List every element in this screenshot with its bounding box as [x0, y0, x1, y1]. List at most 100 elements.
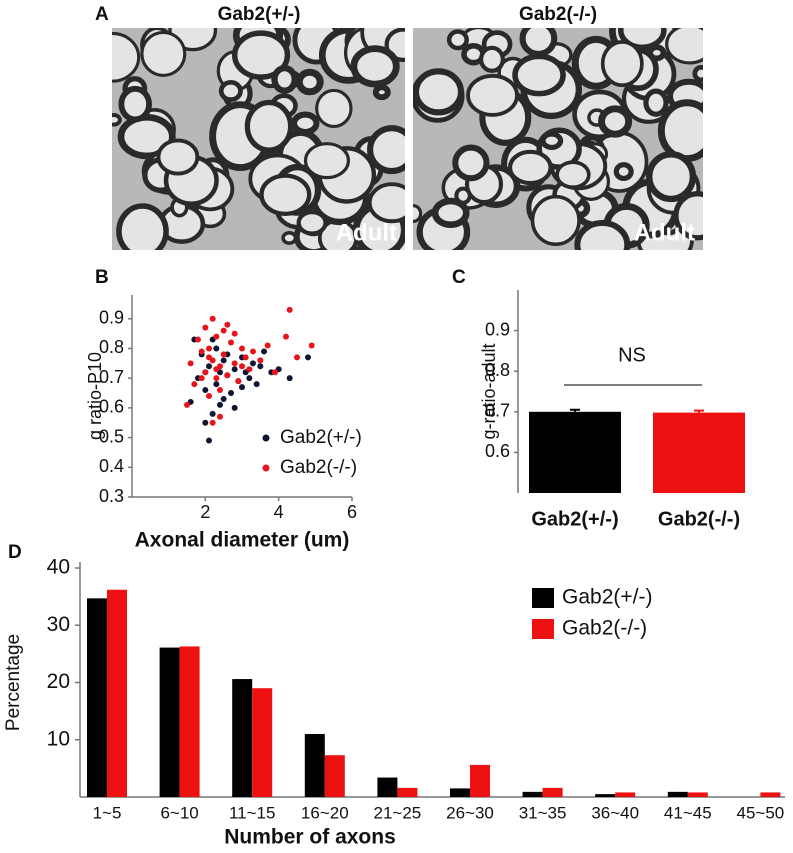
y-tick-label: 0.7 [485, 401, 510, 421]
bar [595, 794, 616, 797]
axon [512, 53, 566, 97]
point [202, 419, 209, 426]
point [231, 366, 238, 373]
axons [112, 28, 405, 250]
point [305, 354, 311, 361]
bar [159, 647, 180, 797]
x-axis-title: Axonal diameter (um) [135, 529, 350, 552]
axon [244, 99, 294, 153]
x-tick-label: 4 [274, 502, 284, 522]
axon [367, 125, 405, 175]
point [206, 345, 212, 352]
point [308, 342, 315, 349]
x-tick-label: 26~30 [446, 803, 494, 822]
legend-label: Gab2(-/-) [280, 457, 357, 478]
axon [118, 85, 152, 123]
point [206, 393, 212, 399]
axon [646, 151, 697, 203]
micrograph: Adult [112, 28, 405, 250]
axon [507, 149, 553, 186]
point [239, 363, 245, 370]
axon [116, 203, 169, 250]
point [228, 339, 234, 346]
point [264, 342, 271, 349]
axon [218, 79, 243, 102]
axon [657, 99, 703, 162]
x-tick-label: 1~5 [93, 803, 122, 822]
axon [112, 113, 122, 127]
panel-label: B [95, 267, 109, 288]
point [206, 363, 212, 370]
axon [665, 28, 703, 65]
legend-label: Gab2(+/-) [562, 586, 652, 609]
y-tick-label: 40 [47, 556, 70, 579]
point [239, 384, 245, 391]
point [220, 327, 227, 334]
panel-label: C [452, 267, 466, 288]
axon [519, 28, 558, 58]
axon [296, 209, 328, 236]
panel-label: A [95, 4, 109, 25]
point [250, 348, 256, 355]
bar [470, 764, 490, 797]
x-tick-label: 36~40 [591, 803, 639, 822]
panel-label: D [8, 542, 22, 563]
bar [87, 598, 107, 797]
x-tick-label: 31~35 [519, 803, 567, 822]
point [220, 395, 227, 402]
x-tick-label: Gab2(-/-) [658, 508, 740, 530]
point [198, 375, 205, 382]
point [191, 381, 198, 388]
micrograph-label: Adult [634, 219, 695, 246]
point [213, 333, 220, 340]
point [242, 354, 249, 361]
bar [304, 734, 325, 797]
legend-marker [532, 619, 554, 639]
point [261, 348, 267, 355]
y-axis-title: g ratio-P10 [85, 352, 105, 440]
axon [303, 142, 351, 180]
axon [530, 194, 581, 247]
axon [271, 65, 298, 94]
y-tick-label: 0.9 [99, 308, 124, 328]
axon [540, 131, 564, 151]
y-tick-label: 0.9 [485, 319, 510, 339]
axon [291, 111, 320, 136]
bar [450, 788, 470, 797]
axon [156, 138, 200, 176]
y-tick-label: 30 [47, 613, 70, 636]
axon [281, 231, 298, 245]
axon [647, 44, 667, 62]
bar [529, 411, 621, 493]
x-tick-label: 6~10 [160, 803, 198, 822]
x-tick-label: 6 [347, 502, 357, 522]
bar [667, 791, 688, 797]
legend-label: Gab2(-/-) [562, 617, 647, 640]
axon [315, 88, 353, 129]
y-axis-title: Percentage [3, 634, 24, 731]
x-tick-label: 16~20 [301, 803, 349, 822]
bar [615, 792, 636, 797]
point [195, 336, 201, 343]
point [224, 321, 231, 328]
point [286, 306, 293, 313]
axon [673, 191, 703, 241]
bar [324, 755, 345, 797]
point [217, 401, 223, 408]
x-axis-title: Number of axons [224, 826, 396, 849]
y-tick-label: 0.8 [99, 337, 124, 357]
point [272, 369, 278, 376]
point [217, 387, 223, 394]
point [246, 375, 253, 382]
y-tick-label: 0.6 [99, 397, 124, 417]
point [231, 360, 238, 367]
axon [350, 45, 400, 88]
point [294, 354, 300, 361]
point [253, 381, 260, 388]
axon [295, 68, 324, 96]
bar [377, 777, 398, 797]
point [202, 324, 209, 331]
y-axis-title: g-ratio-adult [479, 343, 499, 439]
micrograph-title: Gab2(+/-) [218, 4, 301, 25]
